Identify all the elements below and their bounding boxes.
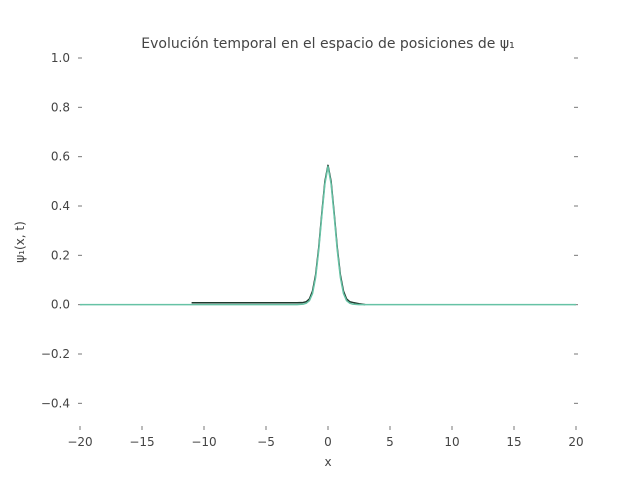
x-tick-label: −20: [67, 435, 92, 449]
x-axis: −20 −15 −10 −5 0 5 10 15 20: [67, 426, 584, 449]
y-tick-label: −0.4: [41, 396, 70, 410]
y-axis-label: ψ₁(x, t): [13, 221, 27, 263]
x-tick-label: 5: [386, 435, 394, 449]
series-line-2: [80, 165, 576, 306]
x-tick-label: 0: [324, 435, 332, 449]
y-tick-label: 0.4: [51, 199, 70, 213]
y-tick-label: −0.2: [41, 347, 70, 361]
y-tick-label: 0.2: [51, 248, 70, 262]
y-tick-label: 0.6: [51, 150, 70, 164]
x-tick-label: −5: [257, 435, 275, 449]
series-line-1: [191, 164, 366, 306]
x-axis-label: x: [324, 455, 331, 469]
y-tick-label: 0.8: [51, 100, 70, 114]
y-tick-label: 0.0: [51, 298, 70, 312]
x-tick-label: −15: [129, 435, 154, 449]
y-tick-label: 1.0: [51, 51, 70, 65]
x-tick-label: 10: [444, 435, 459, 449]
x-tick-label: 20: [568, 435, 583, 449]
y-axis: −0.4 −0.2 0.0 0.2 0.4 0.6 0.8 1.0: [41, 51, 578, 410]
series-layer: [80, 164, 576, 306]
chart-title: Evolución temporal en el espacio de posi…: [141, 36, 514, 52]
x-tick-label: −10: [191, 435, 216, 449]
x-tick-label: 15: [506, 435, 521, 449]
